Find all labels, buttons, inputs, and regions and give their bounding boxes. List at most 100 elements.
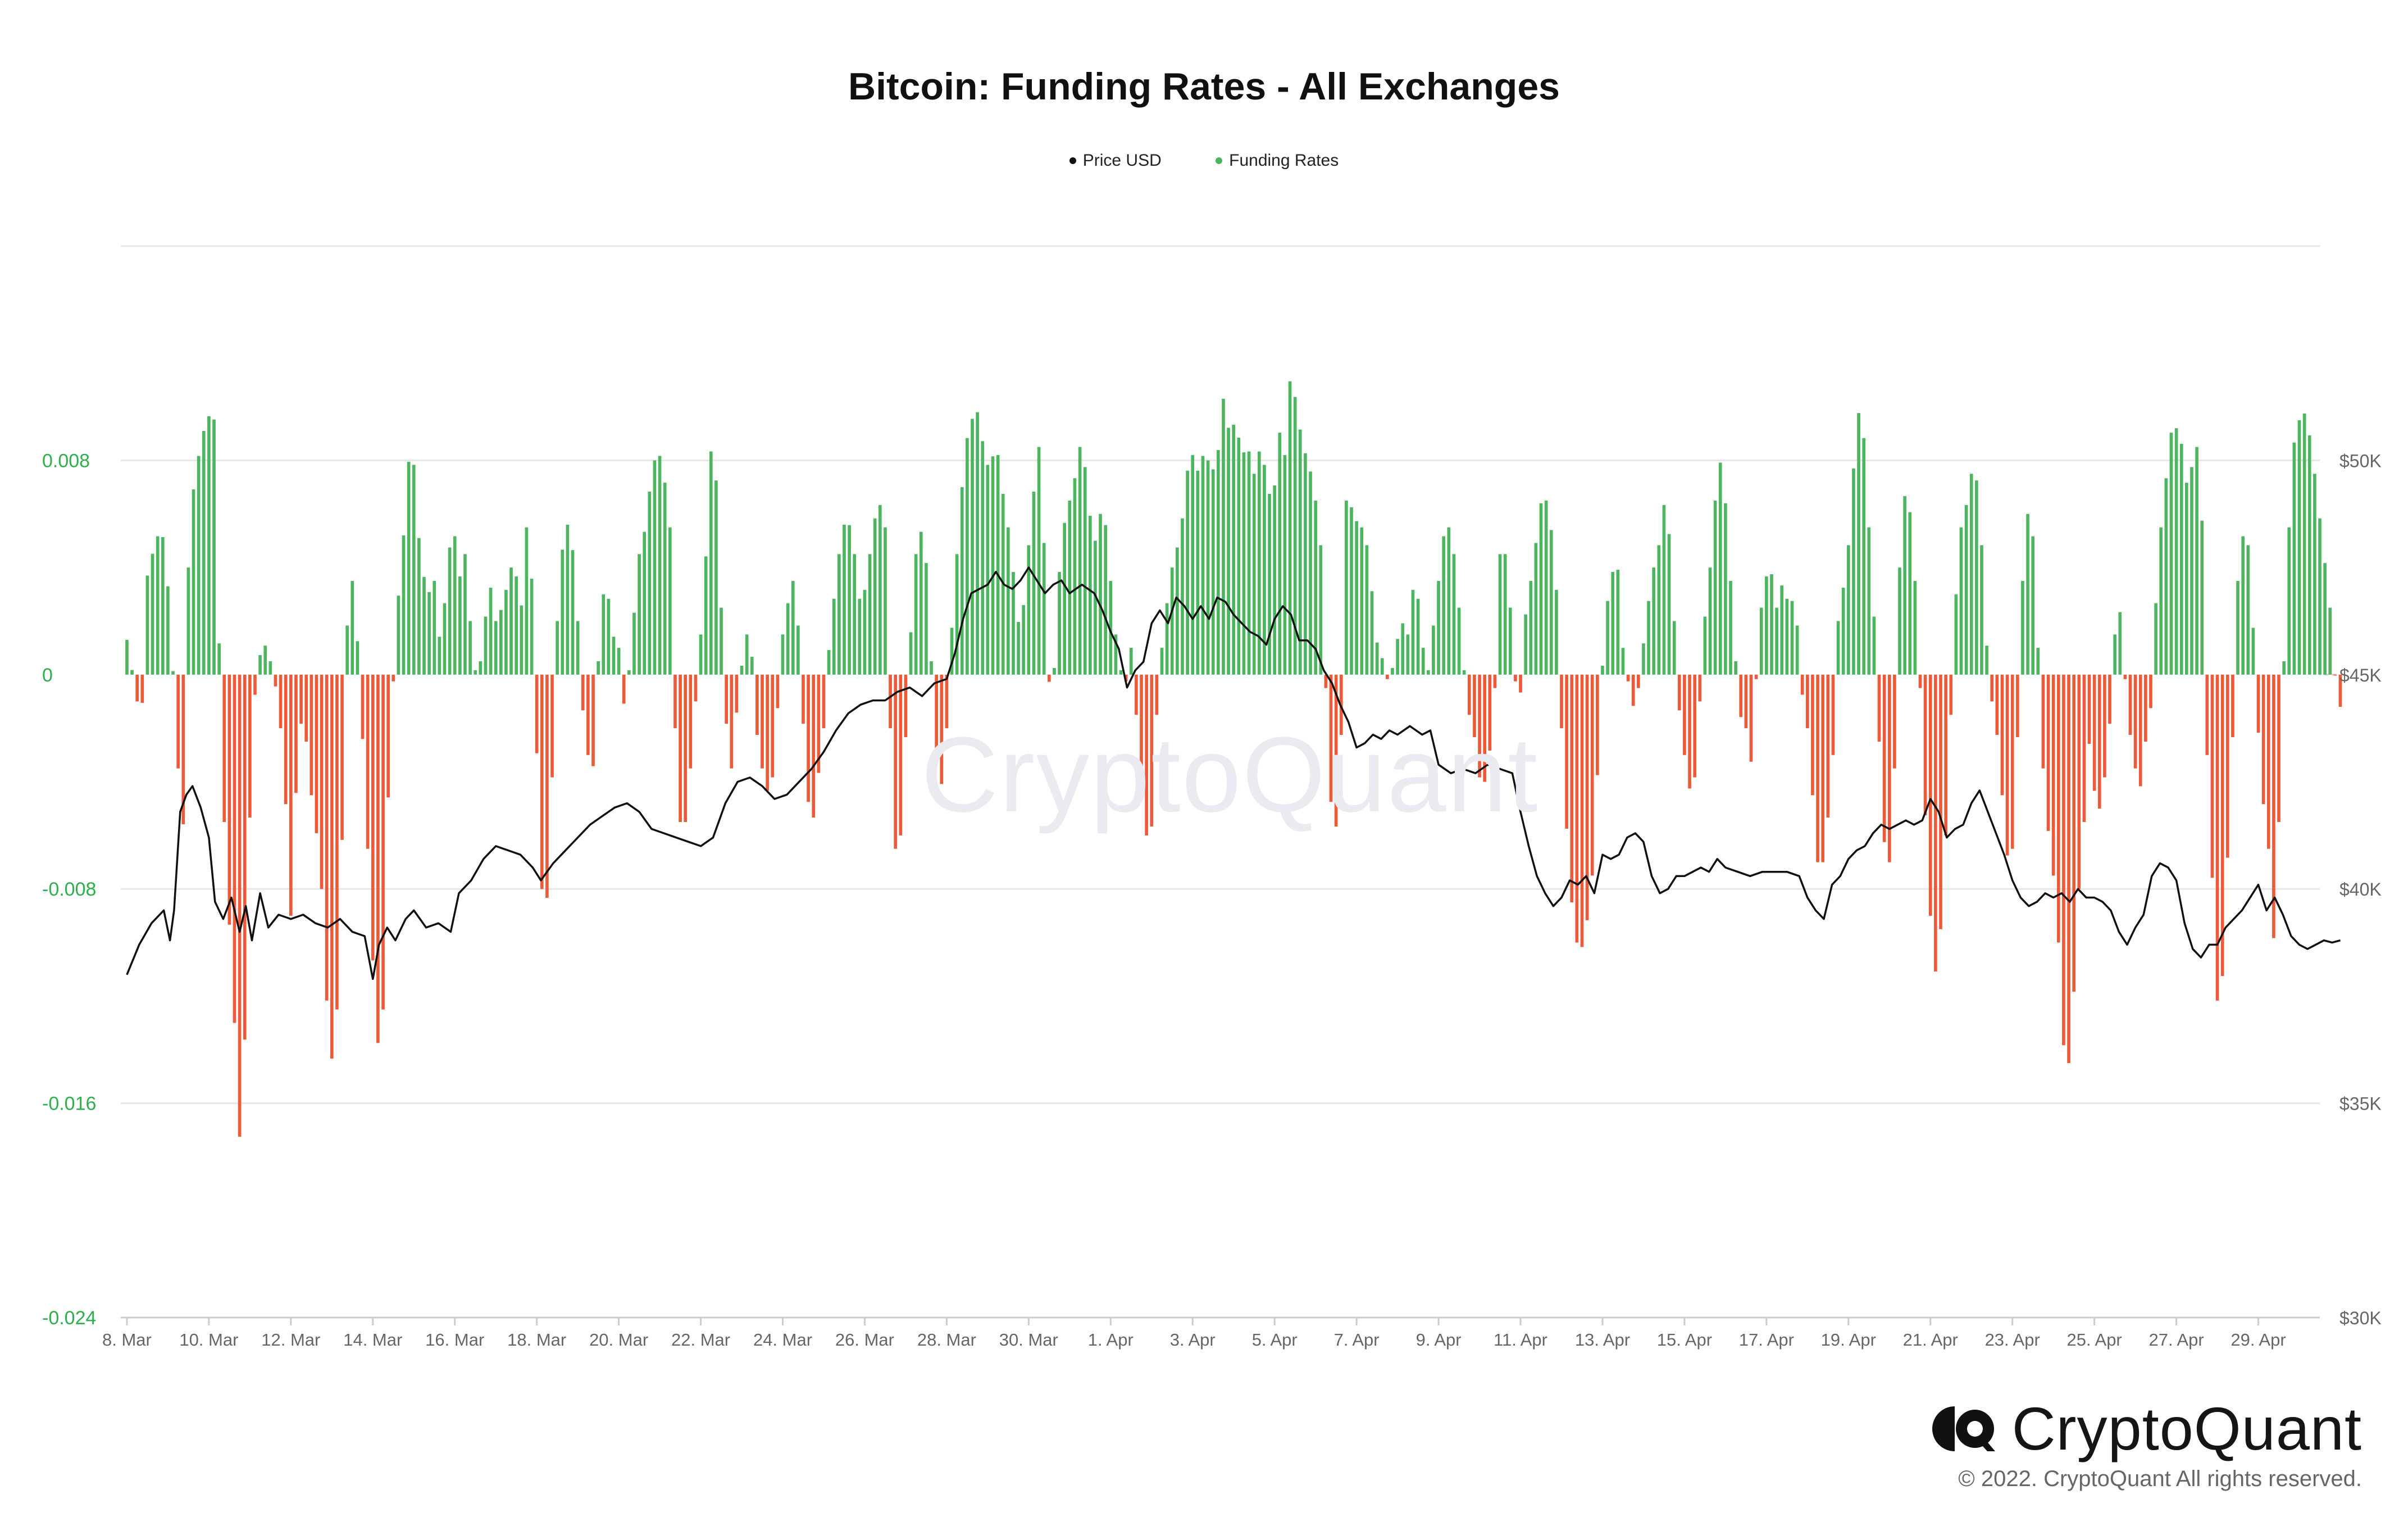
funding-bar: [1580, 674, 1584, 947]
funding-bar: [145, 575, 149, 675]
funding-bar: [1007, 527, 1010, 675]
funding-bar: [1959, 527, 1963, 675]
funding-bar: [643, 532, 647, 675]
funding-bar: [966, 438, 969, 675]
funding-bar: [1411, 589, 1415, 675]
funding-bar: [1421, 648, 1425, 675]
funding-bar: [761, 674, 764, 769]
funding-bar: [766, 674, 769, 791]
x-tick-label: 23. Apr: [1985, 1330, 2040, 1350]
funding-bar: [612, 637, 616, 675]
funding-bar: [1519, 674, 1522, 693]
funding-bar: [2010, 674, 2014, 849]
watermark: CryptoQuant: [921, 715, 1539, 834]
funding-bar: [2154, 603, 2157, 675]
funding-bar: [1980, 545, 1983, 675]
funding-bar: [1135, 674, 1138, 715]
y-left-tick-label: 0.008: [42, 450, 90, 471]
funding-bar: [274, 674, 277, 687]
funding-bar: [1048, 674, 1051, 682]
x-tick-label: 11. Apr: [1494, 1330, 1547, 1350]
funding-bar: [489, 587, 493, 675]
funding-bar: [1129, 648, 1133, 675]
legend-item-funding[interactable]: Funding Rates: [1216, 151, 1339, 170]
funding-bar: [1447, 527, 1451, 675]
funding-bar: [1708, 567, 1712, 675]
funding-bar: [1800, 674, 1804, 695]
funding-bar: [2323, 563, 2327, 675]
brand-logo: CryptoQuant: [1929, 1393, 2362, 1464]
funding-bar: [843, 524, 846, 675]
funding-bar: [935, 674, 938, 760]
funding-bar: [1493, 674, 1497, 688]
funding-bar: [2205, 674, 2209, 755]
funding-bar: [402, 535, 406, 675]
legend-item-price[interactable]: Price USD: [1069, 151, 1162, 170]
funding-bar: [340, 674, 344, 840]
funding-bar: [1939, 674, 1942, 929]
y-right-tick-label: $45K: [2339, 665, 2382, 685]
funding-bar: [443, 603, 447, 675]
funding-bar: [1073, 478, 1077, 675]
funding-bar: [2103, 674, 2106, 778]
x-tick-label: 20. Mar: [589, 1330, 648, 1350]
funding-bar: [2174, 428, 2178, 675]
funding-bar: [822, 674, 826, 729]
funding-bar: [1754, 674, 1758, 679]
funding-bar: [602, 594, 606, 675]
funding-bar: [1088, 515, 1092, 675]
funding-bar: [1621, 648, 1625, 675]
funding-bar: [1498, 554, 1502, 675]
funding-bar: [186, 567, 190, 675]
funding-bar: [684, 674, 688, 823]
x-tick-label: 21. Apr: [1903, 1330, 1958, 1350]
funding-bar: [1109, 580, 1113, 675]
funding-bar: [361, 674, 365, 739]
x-tick-label: 13. Apr: [1575, 1330, 1630, 1350]
funding-bar: [1903, 496, 1906, 675]
funding-bar: [2231, 674, 2234, 738]
funding-bar: [1544, 500, 1548, 675]
funding-bar: [807, 674, 810, 802]
funding-bar: [668, 527, 672, 675]
funding-bar: [653, 460, 657, 675]
x-tick-label: 30. Mar: [999, 1330, 1058, 1350]
funding-bar: [2138, 674, 2142, 787]
y-right-tick-label: $30K: [2339, 1308, 2382, 1328]
funding-bar: [494, 621, 498, 675]
funding-bar: [863, 589, 867, 675]
funding-bar: [1841, 587, 1845, 675]
funding-bar: [1969, 474, 1973, 675]
funding-bar: [1636, 674, 1640, 688]
funding-bar: [1923, 674, 1927, 816]
y-left-tick-label: -0.024: [42, 1307, 96, 1329]
funding-bar: [1227, 428, 1230, 675]
funding-bar: [1298, 429, 1302, 675]
funding-bar: [1831, 674, 1835, 755]
funding-bar: [1345, 500, 1348, 675]
funding-bar: [1898, 567, 1901, 675]
funding-bar: [545, 674, 549, 898]
funding-bar: [955, 554, 959, 675]
x-tick-label: 3. Apr: [1170, 1330, 1216, 1350]
funding-bar: [1114, 634, 1118, 675]
brand-name: CryptoQuant: [2011, 1395, 2362, 1463]
funding-bar: [2021, 580, 2024, 675]
funding-bar: [335, 674, 339, 1010]
funding-bar: [1309, 471, 1312, 675]
funding-bar: [1749, 674, 1753, 762]
funding-bar: [996, 455, 1000, 675]
funding-bar: [1488, 674, 1492, 751]
funding-bar: [2220, 674, 2224, 976]
funding-bar: [1985, 646, 1988, 675]
funding-bar: [791, 580, 795, 675]
funding-bar: [2056, 674, 2060, 943]
funding-bar: [2118, 612, 2122, 675]
axes: 0.008 0 -0.008 -0.016 -0.024 $50K $45K $40K $35K…: [42, 450, 2382, 1350]
funding-bar: [899, 674, 903, 835]
funding-bar: [1288, 381, 1292, 675]
funding-bar: [1683, 674, 1686, 755]
funding-bar: [1990, 674, 1994, 702]
funding-bar: [1355, 521, 1358, 675]
funding-bar: [986, 465, 990, 675]
